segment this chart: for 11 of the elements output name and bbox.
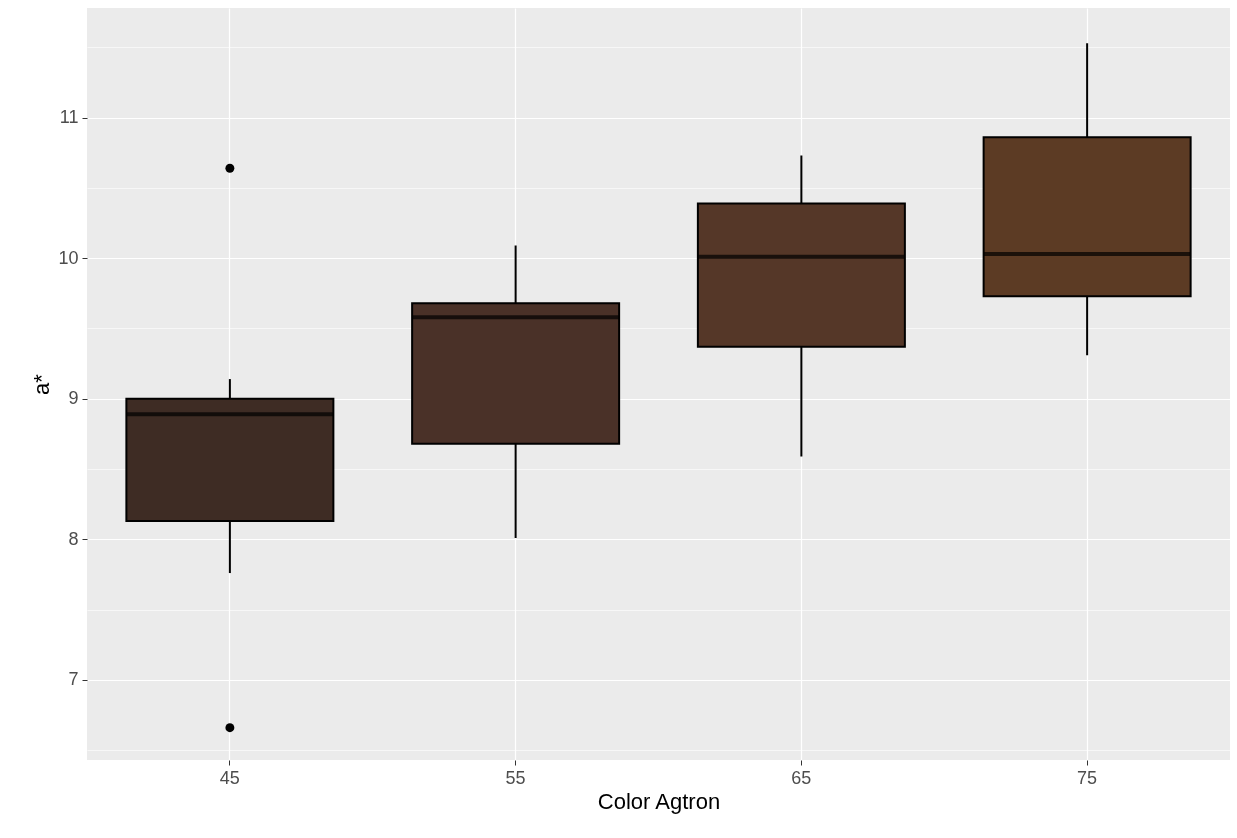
y-axis-title: a* [29, 373, 55, 395]
x-axis-title: Color Agtron [597, 788, 721, 814]
y-tick-label: 11 [59, 107, 79, 128]
y-tick-label: 8 [68, 528, 79, 549]
y-tick-label: 7 [68, 669, 79, 690]
y-tick-label: 9 [68, 388, 79, 409]
x-tick-label: 65 [791, 767, 812, 788]
x-tick-label: 45 [219, 767, 240, 788]
y-tick-label: 10 [58, 247, 79, 268]
x-tick-label: 55 [505, 767, 526, 788]
x-tick-label: 75 [1077, 767, 1098, 788]
